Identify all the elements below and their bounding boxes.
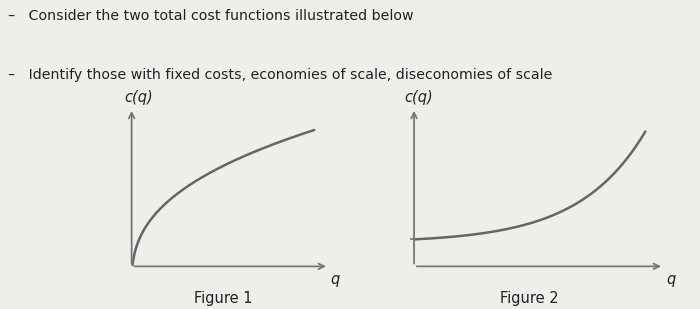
Text: –   Identify those with fixed costs, economies of scale, diseconomies of scale: – Identify those with fixed costs, econo… (8, 68, 553, 82)
Text: c(q): c(q) (125, 90, 153, 105)
Text: –   Consider the two total cost functions illustrated below: – Consider the two total cost functions … (8, 9, 414, 23)
Text: c(q): c(q) (405, 90, 433, 105)
Text: Figure 1: Figure 1 (194, 291, 252, 306)
Text: q: q (666, 272, 676, 287)
Text: Figure 2: Figure 2 (500, 291, 559, 306)
Text: q: q (330, 272, 340, 287)
